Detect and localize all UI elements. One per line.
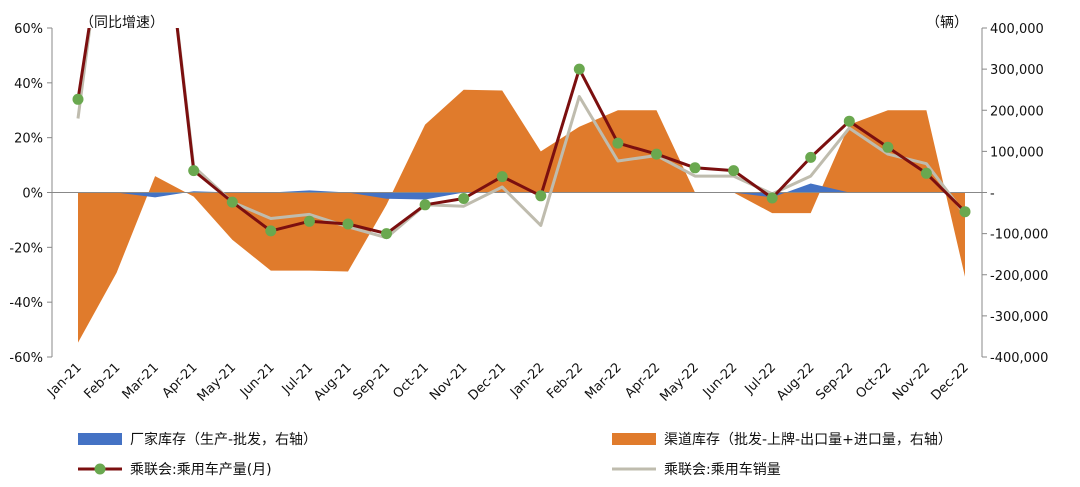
production-point — [766, 192, 778, 204]
left-tick-label: 60% — [14, 22, 43, 37]
right-tick-label: 100,000 — [990, 145, 1044, 160]
x-tick-label: Nov-22 — [890, 360, 933, 403]
production-point — [72, 93, 84, 105]
production-point — [188, 165, 200, 177]
axes-layer — [47, 27, 987, 358]
area-layer — [78, 89, 965, 343]
right-tick-label: -300,000 — [990, 310, 1048, 325]
production-point — [342, 218, 354, 230]
legend: 厂家库存（生产-批发，右轴） 渠道库存（批发-上牌-出口量+进口量，右轴） 乘联会:… — [78, 431, 952, 478]
legend-item: 乘联会:乘用车产量(月) — [78, 461, 272, 478]
left-tick-label: -60% — [9, 351, 43, 366]
production-point — [381, 228, 392, 240]
production-point — [651, 148, 662, 160]
x-tick-label: Aug-22 — [774, 360, 818, 404]
production-point — [920, 167, 932, 179]
x-tick-label: Dec-21 — [466, 360, 509, 403]
x-tick-label: May-21 — [195, 360, 239, 404]
production-point — [496, 171, 508, 183]
legend-item: 渠道库存（批发-上牌-出口量+进口量，右轴） — [612, 431, 952, 448]
x-tick-label: Oct-21 — [390, 360, 432, 402]
x-tick-label: Sep-21 — [350, 360, 393, 403]
legend-label: 厂家库存（生产-批发，右轴） — [130, 431, 317, 448]
x-tick-label: Dec-22 — [928, 360, 971, 403]
x-tick-label: Feb-21 — [81, 360, 123, 402]
production-point — [959, 206, 971, 218]
production-line — [76, 28, 967, 236]
production-point — [535, 190, 547, 202]
right-tick-label: - — [990, 187, 995, 202]
legend-label: 乘联会:乘用车销量 — [664, 461, 781, 478]
right-tick-label: 400,000 — [990, 22, 1044, 37]
x-tick-label: Sep-22 — [813, 360, 856, 403]
left-tick-label: 40% — [14, 77, 43, 92]
left-tick-label: -40% — [9, 296, 43, 311]
x-tick-label: Mar-21 — [120, 360, 162, 402]
left-tick-label: 20% — [14, 132, 43, 147]
x-tick-label: Jul-21 — [279, 360, 316, 397]
x-tick-label: Jun-21 — [237, 360, 278, 401]
production-point — [265, 225, 277, 237]
x-tick-label: Jan-21 — [44, 360, 85, 401]
legend-swatch — [612, 433, 656, 445]
label-layer: -60%-40%-20%0%20%40%60%-400,000-300,000-… — [9, 15, 1048, 405]
production-point — [573, 63, 585, 75]
x-tick-label: Jan-22 — [507, 360, 548, 401]
production-point — [728, 165, 740, 177]
right-tick-label: -100,000 — [990, 228, 1048, 243]
x-tick-label: Feb-22 — [544, 360, 586, 402]
legend-marker — [94, 463, 106, 475]
production-point — [226, 196, 238, 208]
x-tick-label: Jul-22 — [742, 360, 779, 397]
x-tick-label: Oct-22 — [853, 360, 895, 402]
x-tick-label: Jun-22 — [700, 360, 741, 401]
x-tick-label: Aug-21 — [311, 360, 355, 404]
production-point — [419, 199, 431, 211]
channel-inventory-area — [78, 89, 965, 343]
right-tick-label: 300,000 — [990, 63, 1044, 78]
left-tick-label: 0% — [22, 187, 43, 202]
right-axis-unit: （辆） — [926, 15, 968, 31]
line-layer — [72, 28, 971, 240]
legend-label: 乘联会:乘用车产量(月) — [130, 461, 272, 478]
production-point — [458, 193, 470, 204]
left-axis-unit: （同比增速） — [80, 15, 164, 31]
production-point — [303, 215, 315, 227]
production-point — [805, 151, 817, 163]
x-tick-label: Mar-22 — [582, 360, 624, 402]
production-point — [843, 115, 855, 127]
left-tick-label: -20% — [9, 241, 43, 256]
right-tick-label: 200,000 — [990, 104, 1044, 119]
production-point — [612, 137, 624, 149]
right-tick-label: -200,000 — [990, 269, 1048, 284]
production-point — [689, 162, 701, 174]
legend-swatch — [78, 433, 122, 445]
x-tick-label: Nov-21 — [427, 360, 470, 403]
legend-item: 厂家库存（生产-批发，右轴） — [78, 431, 317, 448]
legend-item: 乘联会:乘用车销量 — [612, 461, 781, 478]
x-tick-label: May-22 — [657, 360, 701, 404]
legend-label: 渠道库存（批发-上牌-出口量+进口量，右轴） — [664, 431, 952, 448]
production-point — [882, 141, 894, 153]
right-tick-label: -400,000 — [990, 351, 1048, 366]
